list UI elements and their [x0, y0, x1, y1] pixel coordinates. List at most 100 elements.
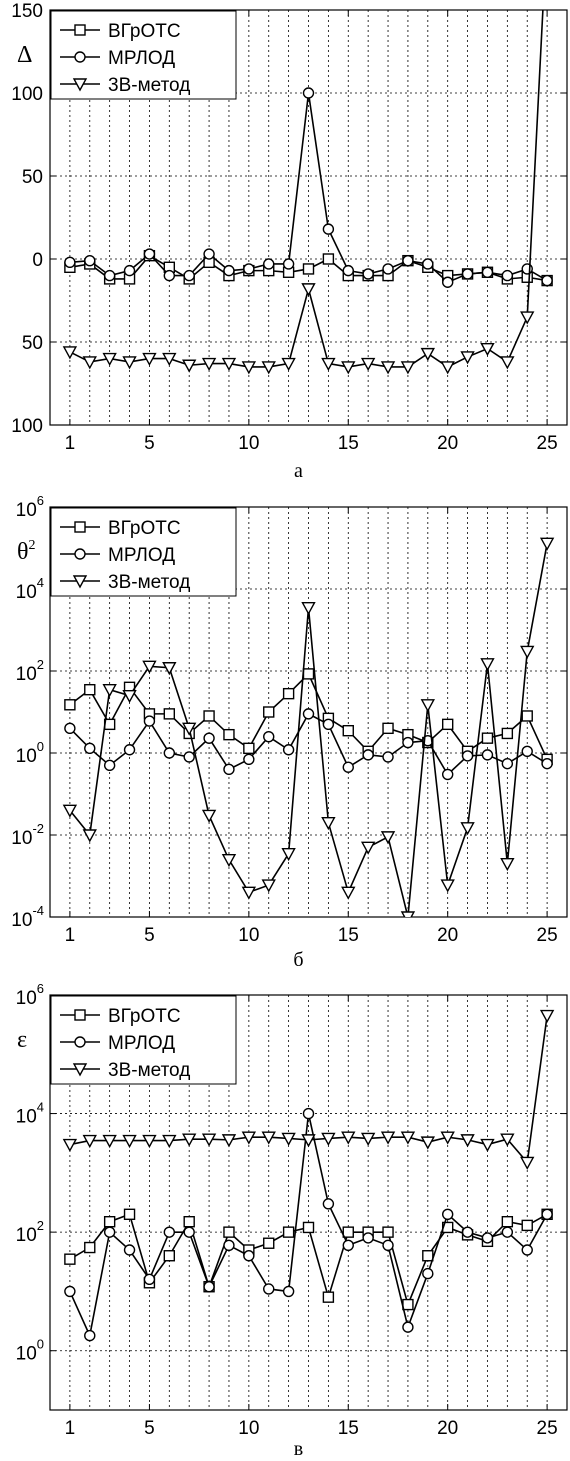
data-point-s3-10: [241, 1131, 257, 1145]
legend-label-3: 3В-метод: [108, 75, 190, 96]
plot-frame: [49, 994, 568, 1411]
series-group: [62, 1009, 555, 1342]
legend-marker-3: [72, 78, 88, 92]
data-point-s3-21: [460, 351, 475, 365]
legend-marker-1: [74, 24, 86, 36]
data-point-s2-17: [382, 1239, 394, 1251]
data-point-s3-25: [539, 1009, 555, 1024]
data-point-s1-7: [183, 1216, 195, 1228]
x-tick-label: 10: [238, 433, 259, 454]
data-point-s3-18: [400, 911, 416, 917]
data-point-s3-17: [380, 1131, 396, 1145]
data-point-s3-25: [539, 537, 555, 551]
plot-frame: [49, 506, 568, 918]
data-point-s2-11: [263, 258, 275, 270]
panel-caption: а: [294, 460, 303, 482]
data-point-s1-9: [223, 728, 235, 741]
data-point-s1-8: [203, 710, 215, 722]
x-tick-label: 15: [338, 1418, 359, 1439]
data-point-s3-12: [281, 357, 296, 372]
data-point-s1-20: [441, 718, 454, 731]
data-point-s3-9: [221, 853, 237, 868]
data-point-s3-22: [480, 658, 495, 672]
data-point-s2-16: [362, 1232, 374, 1244]
data-point-s1-9: [223, 1226, 235, 1238]
data-point-s1-11: [263, 706, 275, 718]
data-point-s2-3: [103, 759, 116, 772]
data-point-s1-24: [521, 710, 533, 722]
y-tick-label: 50: [22, 333, 43, 354]
data-point-s3-7: [182, 359, 197, 373]
data-point-s3-13: [301, 283, 316, 297]
y-tick-label: 102: [16, 657, 44, 685]
panel-caption: в: [294, 1438, 303, 1460]
y-tick-label: 50: [22, 167, 43, 188]
data-point-s1-13: [302, 1221, 315, 1234]
legend-label-2: МРЛОД: [108, 1033, 175, 1054]
y-tick-base: 10: [11, 910, 32, 931]
data-point-s3-18: [400, 1131, 416, 1145]
y-tick-base: 10: [16, 988, 37, 1009]
y-tick-exponent: -2: [32, 821, 44, 836]
data-point-s3-3: [102, 1134, 117, 1149]
data-point-s3-1: [62, 1138, 78, 1153]
grid: [50, 995, 567, 1410]
y-tick-base: 10: [16, 500, 37, 521]
data-point-s3-11: [261, 879, 276, 893]
data-point-s2-17: [382, 263, 394, 275]
data-point-s3-19: [420, 1136, 435, 1150]
y-axis-label: Δ: [17, 42, 32, 68]
data-point-s2-2: [84, 742, 96, 755]
data-point-s2-10: [243, 1250, 255, 1262]
x-tick-label: 5: [144, 433, 155, 454]
y-tick-label: 100: [11, 84, 43, 105]
y-tick-base: 10: [16, 1107, 37, 1128]
legend-label-1: ВГрОТС: [108, 518, 181, 539]
x-tick-label: 15: [338, 433, 359, 454]
data-point-s2-4: [123, 264, 136, 277]
chart-panel-1: 1 5 10 15 20 2515010050050100ΔВГрОТСМРЛОД3В-м…: [11, 1, 568, 482]
data-point-s1-17: [382, 722, 394, 735]
data-point-s3-22: [480, 1138, 495, 1153]
data-point-s1-11: [263, 1237, 275, 1249]
data-point-s2-18: [402, 1321, 414, 1333]
y-tick-exponent: 2: [37, 657, 44, 672]
data-point-s3-5: [142, 660, 157, 674]
data-point-s3-24: [520, 1156, 535, 1170]
data-point-s2-1: [64, 1285, 76, 1298]
chart-panel-2: 1 5 10 15 20 2510610410210010-210-4θ2ВГрОТСМР…: [11, 493, 568, 971]
data-point-s2-3: [103, 1226, 116, 1238]
y-tick-exponent: 2: [37, 1218, 44, 1233]
data-point-s1-12: [282, 1226, 295, 1238]
data-point-s3-15: [341, 886, 356, 900]
data-point-s3-2: [82, 356, 97, 370]
y-tick-base: 10: [16, 582, 37, 603]
data-point-s2-2: [84, 1329, 96, 1342]
data-point-s3-14: [321, 816, 336, 831]
data-point-s2-8: [203, 732, 215, 744]
data-point-s1-3: [103, 1216, 116, 1228]
data-point-s2-22: [481, 266, 494, 278]
data-point-s2-6: [163, 747, 176, 759]
series-group: [62, 10, 553, 375]
data-point-s1-13: [302, 668, 315, 680]
y-tick-exponent: 4: [37, 1100, 44, 1115]
data-point-s2-9: [223, 264, 235, 277]
y-axis-label-exponent: 2: [29, 538, 36, 553]
data-point-s1-1: [64, 699, 76, 711]
data-point-s2-22: [481, 749, 494, 761]
data-point-s2-14: [322, 223, 335, 235]
legend-marker-1: [74, 1009, 86, 1021]
x-tick-label: 20: [437, 433, 458, 454]
legend-marker-2: [74, 51, 86, 63]
data-point-s1-10: [243, 742, 255, 755]
data-point-s1-6: [163, 1250, 176, 1262]
data-point-s2-8: [203, 1281, 215, 1293]
data-point-s1-2: [84, 683, 96, 696]
data-point-s1-24: [521, 1219, 533, 1232]
data-point-s3-7: [182, 1133, 197, 1147]
data-point-s3-6: [162, 1134, 177, 1149]
data-point-s2-4: [123, 1244, 136, 1256]
legend-marker-1: [74, 521, 86, 533]
